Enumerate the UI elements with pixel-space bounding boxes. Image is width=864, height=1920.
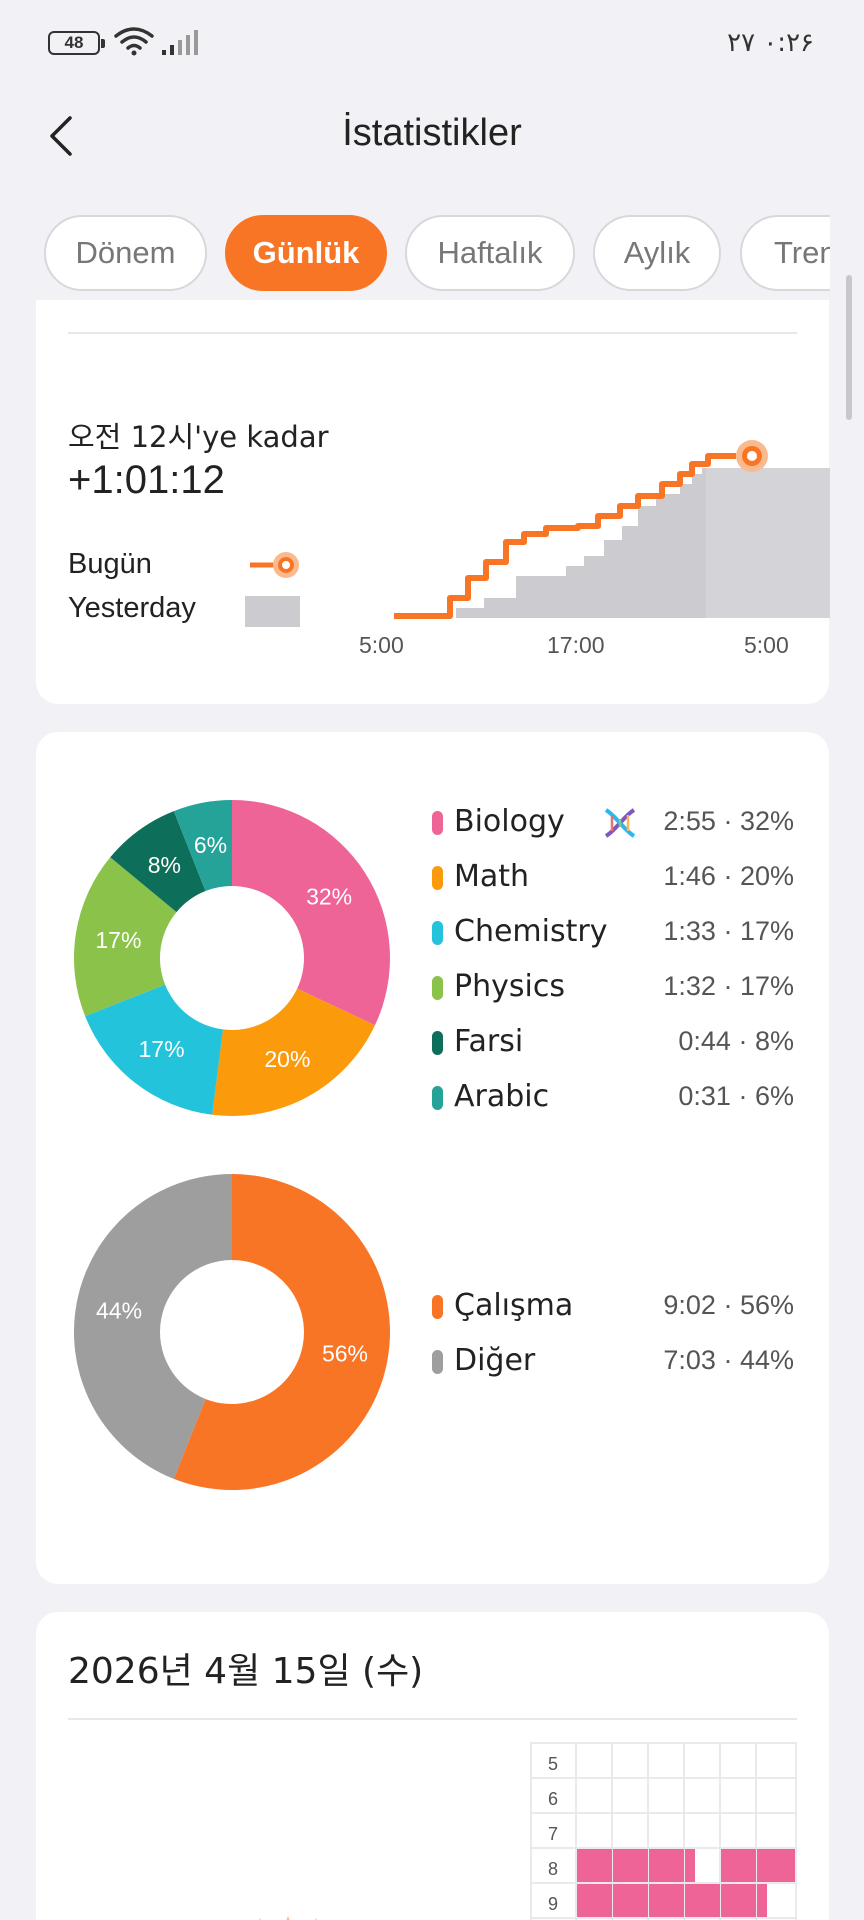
- subject-slice-label-3: 17%: [95, 927, 141, 953]
- cumulative-step-chart: [394, 440, 830, 619]
- legend-value: 1:46 · 20%: [663, 861, 794, 891]
- tab-haftalik[interactable]: Haftalık: [405, 215, 575, 291]
- page-title: İstatistikler: [342, 112, 522, 154]
- hour-label: 7: [548, 1824, 559, 1844]
- cumulative-card: 오전 12시'ye kadar +1:01:12 Bugün Yesterday…: [36, 300, 830, 704]
- legend-value: 0:44 · 8%: [678, 1026, 794, 1056]
- day-timeline-card: 2026년 4월 15일 (수): [36, 1612, 829, 1920]
- subject-donut-chart: 32% 20% 17% 17% 8% 6%: [74, 800, 390, 1116]
- legend-activity-name: Diğer: [454, 1343, 536, 1378]
- legend-item-biology: Biology 2:55 · 32%: [432, 802, 794, 842]
- activity-slice-label-0: 56%: [322, 1341, 368, 1367]
- legend-color-dot: [432, 1086, 443, 1110]
- legend-item-chemistry: Chemistry 1:33 · 17%: [432, 912, 794, 952]
- legend-value: 2:55 · 32%: [663, 806, 794, 836]
- x-tick: 5:00: [744, 632, 789, 658]
- legend-today-label: Bugün: [68, 548, 152, 580]
- legend-color-dot: [432, 1031, 443, 1055]
- legend-value: 0:31 · 6%: [678, 1081, 794, 1111]
- hour-label: 5: [548, 1754, 559, 1774]
- legend-color-dot: [432, 921, 443, 945]
- divider: [68, 1718, 797, 1720]
- subject-slice-0: [232, 800, 390, 1026]
- scrollbar[interactable]: [846, 275, 852, 420]
- legend-yesterday-marker: [245, 596, 300, 627]
- legend-color-dot: [432, 1350, 443, 1374]
- activity-donut-chart: 56% 44%: [73, 1174, 390, 1490]
- legend-color-dot: [432, 1295, 443, 1319]
- wifi-icon: [114, 27, 154, 56]
- subject-slice-label-4: 8%: [148, 852, 181, 878]
- legend-item-arabic: Arabic 0:31 · 6%: [432, 1077, 794, 1117]
- activity-slice-label-1: 44%: [96, 1297, 142, 1323]
- legend-today-marker: [250, 552, 299, 578]
- subject-slice-4: [110, 811, 206, 913]
- hour-label: 9: [548, 1894, 559, 1914]
- subject-slice-5: [173, 800, 232, 892]
- subject-slice-label-1: 20%: [264, 1046, 310, 1072]
- legend-item-physics: Physics 1:32 · 17%: [432, 967, 794, 1007]
- subject-slice-3: [74, 857, 177, 1017]
- signal-icon: [162, 30, 198, 55]
- period-tabs: Dönem Günlük Haftalık Aylık Trend: [0, 215, 830, 291]
- today-line: [394, 453, 736, 619]
- subject-slice-label-5: 6%: [194, 832, 227, 858]
- legend-value: 9:02 · 56%: [663, 1290, 794, 1320]
- date-title: 2026년 4월 15일 (수): [68, 1651, 424, 1692]
- legend-color-dot: [432, 811, 443, 835]
- legend-subject-name: Arabic: [454, 1079, 550, 1114]
- legend-yesterday-label: Yesterday: [68, 592, 196, 624]
- legend-item-calisma: Çalışma 9:02 · 56%: [432, 1286, 794, 1326]
- battery-icon: 48: [48, 31, 105, 55]
- dna-icon: [604, 808, 636, 838]
- back-button[interactable]: [44, 112, 80, 160]
- diff-value: +1:01:12: [68, 458, 225, 502]
- yesterday-tail: [706, 468, 830, 618]
- divider: [68, 332, 797, 334]
- status-bar: 48 ۰:۲۶ ۲۷: [0, 0, 864, 84]
- legend-subject-name: Biology: [454, 804, 565, 839]
- legend-subject-name: Physics: [454, 969, 565, 1004]
- subject-slice-label-0: 32%: [306, 883, 352, 909]
- tab-gunluk[interactable]: Günlük: [225, 215, 387, 291]
- legend-item-diger: Diğer 7:03 · 44%: [432, 1341, 794, 1381]
- subject-slice-1: [212, 988, 375, 1116]
- tab-trend[interactable]: Trend: [740, 215, 830, 291]
- tab-aylik[interactable]: Aylık: [593, 215, 721, 291]
- legend-activity-name: Çalışma: [454, 1288, 574, 1323]
- legend-color-dot: [432, 866, 443, 890]
- legend-item-farsi: Farsi 0:44 · 8%: [432, 1022, 794, 1062]
- legend-subject-name: Farsi: [454, 1024, 524, 1059]
- yesterday-area: [456, 468, 706, 618]
- tab-donem[interactable]: Dönem: [44, 215, 207, 291]
- legend-item-math: Math 1:46 · 20%: [432, 857, 794, 897]
- hour-grid: [530, 1742, 797, 1920]
- hour-label: 6: [548, 1789, 559, 1809]
- activity-slice-1: [73, 1174, 232, 1479]
- legend-value: 1:32 · 17%: [663, 971, 794, 1001]
- x-tick: 17:00: [547, 632, 605, 658]
- legend-color-dot: [432, 976, 443, 1000]
- subject-slice-label-2: 17%: [138, 1036, 184, 1062]
- until-label: 오전 12시'ye kadar: [68, 420, 329, 454]
- x-tick: 5:00: [359, 632, 404, 658]
- legend-subject-name: Math: [454, 859, 530, 894]
- legend-value: 7:03 · 44%: [663, 1345, 794, 1375]
- legend-value: 1:33 · 17%: [663, 916, 794, 946]
- distribution-card: 32% 20% 17% 17% 8% 6% 56% 44% Biology 2:55 · 3…: [36, 732, 829, 1584]
- mascot-peek-icon: [259, 1916, 317, 1920]
- status-clock: ۰:۲۶ ۲۷: [727, 28, 814, 58]
- study-blocks: [577, 1849, 795, 1917]
- legend-subject-name: Chemistry: [454, 914, 608, 949]
- hour-label: 8: [548, 1859, 559, 1879]
- subject-slice-2: [85, 984, 223, 1115]
- activity-slice-0: [173, 1174, 390, 1490]
